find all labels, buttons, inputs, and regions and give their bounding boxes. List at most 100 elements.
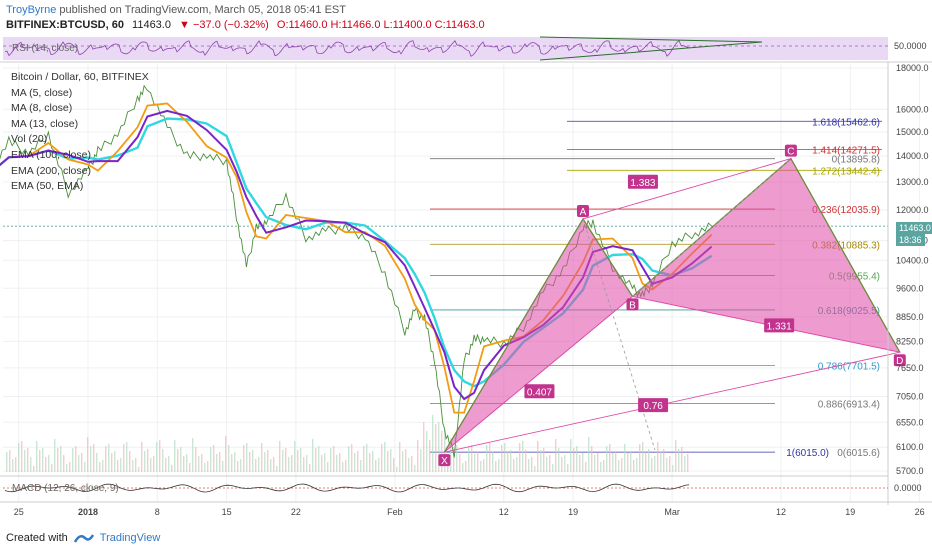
volume-bar: [237, 461, 239, 472]
y-tick-label: 6550.0: [896, 417, 924, 427]
volume-bar: [618, 460, 620, 472]
volume-bar: [546, 457, 548, 472]
pattern-dashed-line: [632, 158, 792, 297]
volume-bar: [282, 450, 284, 472]
volume-bar: [279, 441, 281, 472]
volume-bar: [285, 448, 287, 472]
volume-bar: [255, 459, 257, 472]
y-tick-label: 9600.0: [896, 283, 924, 293]
volume-bar: [180, 447, 182, 472]
volume-bar: [477, 452, 479, 472]
ratio-badge: [638, 398, 669, 413]
x-tick-label: 19: [568, 507, 578, 517]
volume-bar: [162, 449, 164, 472]
volume-bar: [591, 446, 593, 472]
legend-item[interactable]: EMA (50, EMA): [11, 180, 84, 193]
volume-bar: [543, 448, 545, 472]
fib-level-label: 1.272(13442.4): [812, 166, 880, 177]
volume-bar: [360, 460, 362, 472]
volume-bar: [117, 460, 119, 472]
rsi-level-label: 50.0000: [894, 41, 927, 51]
tradingview-link[interactable]: TradingView: [99, 532, 161, 544]
volume-bar: [450, 438, 452, 472]
legend-title: Bitcoin / Dollar, 60, BITFINEX: [11, 71, 149, 83]
volume-bar: [492, 452, 494, 472]
volume-bar: [144, 451, 146, 472]
volume-bar: [153, 456, 155, 472]
volume-bar: [534, 466, 536, 472]
volume-bar: [318, 446, 320, 472]
volume-bar: [69, 462, 71, 472]
volume-bar: [564, 455, 566, 472]
volume-bar: [222, 461, 224, 472]
volume-bar: [573, 448, 575, 472]
x-tick-label: 12: [776, 507, 786, 517]
volume-bar: [294, 441, 296, 472]
volume-bar: [315, 448, 317, 472]
volume-bar: [498, 459, 500, 472]
y-tick-label: 15000.0: [896, 127, 929, 137]
fib-level-label: 0.382(10885.3): [812, 240, 880, 251]
volume-bar: [642, 442, 644, 472]
volume-bar: [219, 452, 221, 472]
volume-bar: [177, 449, 179, 472]
volume-bar: [267, 450, 269, 472]
ratio-label: 0.407: [527, 387, 552, 398]
ratio-badge: [764, 318, 795, 333]
volume-bar: [66, 464, 68, 472]
volume-bar: [372, 451, 374, 472]
volume-bar: [417, 440, 419, 472]
legend-item[interactable]: EMA (100, close): [11, 148, 91, 161]
volume-bar: [84, 462, 86, 472]
volume-bar: [339, 453, 341, 472]
volume-bar: [264, 452, 266, 472]
volume-bar: [81, 453, 83, 472]
volume-bar: [15, 457, 17, 472]
volume-bar: [270, 459, 272, 472]
volume-bar: [249, 452, 251, 472]
volume-bar: [378, 458, 380, 472]
volume-bar: [363, 446, 365, 472]
pattern-dashed-line: [582, 218, 656, 451]
volume-bar: [411, 456, 413, 472]
pattern-point-marker: [784, 144, 797, 157]
volume-bar: [135, 458, 137, 472]
author-name[interactable]: TroyByrne: [6, 4, 57, 16]
volume-bar: [654, 456, 656, 472]
volume-bar: [594, 455, 596, 472]
volume-bar: [309, 464, 311, 472]
legend-item[interactable]: EMA (200, close): [11, 164, 91, 177]
y-tick-label: 6100.0: [896, 442, 924, 452]
legend-item[interactable]: MA (13, close): [11, 117, 79, 130]
legend-item[interactable]: MA (5, close): [11, 86, 73, 99]
legend-item[interactable]: MA (8, close): [11, 102, 73, 115]
volume-bar: [138, 467, 140, 472]
rsi-background: [3, 37, 888, 60]
volume-bar: [651, 458, 653, 472]
volume-bar: [48, 455, 50, 472]
x-tick-label: 2018: [78, 507, 98, 517]
pattern-ac-line: [582, 158, 792, 220]
volume-bar: [558, 448, 560, 472]
volume-bar: [531, 457, 533, 472]
macd-label: MACD (12, 26, close, 9): [12, 483, 119, 494]
legend-item[interactable]: Vol (20): [11, 133, 48, 146]
price-panel[interactable]: 1.618(15462.6)1.414(14271.5)0(13895.8)1.…: [0, 62, 929, 502]
volume-bar: [330, 448, 332, 472]
volume-bar: [216, 454, 218, 472]
ratio-badge: [524, 384, 555, 399]
y-tick-label: 8850.0: [896, 312, 924, 322]
symbol-name: BITFINEX:BTCUSD, 60: [6, 19, 124, 31]
volume-bar: [474, 454, 476, 472]
volume-bar: [687, 454, 689, 472]
volume-bar: [39, 450, 41, 472]
y-tick-label: 14000.0: [896, 151, 929, 161]
volume-bar: [63, 455, 65, 472]
volume-bar: [132, 460, 134, 472]
volume-bar: [195, 447, 197, 472]
x-tick-label: 12: [499, 507, 509, 517]
symbol-line: BITFINEX:BTCUSD, 60 11463.0 ▼ −37.0 (−0.…: [6, 19, 490, 31]
macd-panel: MACD (12, 26, close, 9) 0.0000: [3, 483, 922, 494]
volume-bar: [192, 438, 194, 472]
